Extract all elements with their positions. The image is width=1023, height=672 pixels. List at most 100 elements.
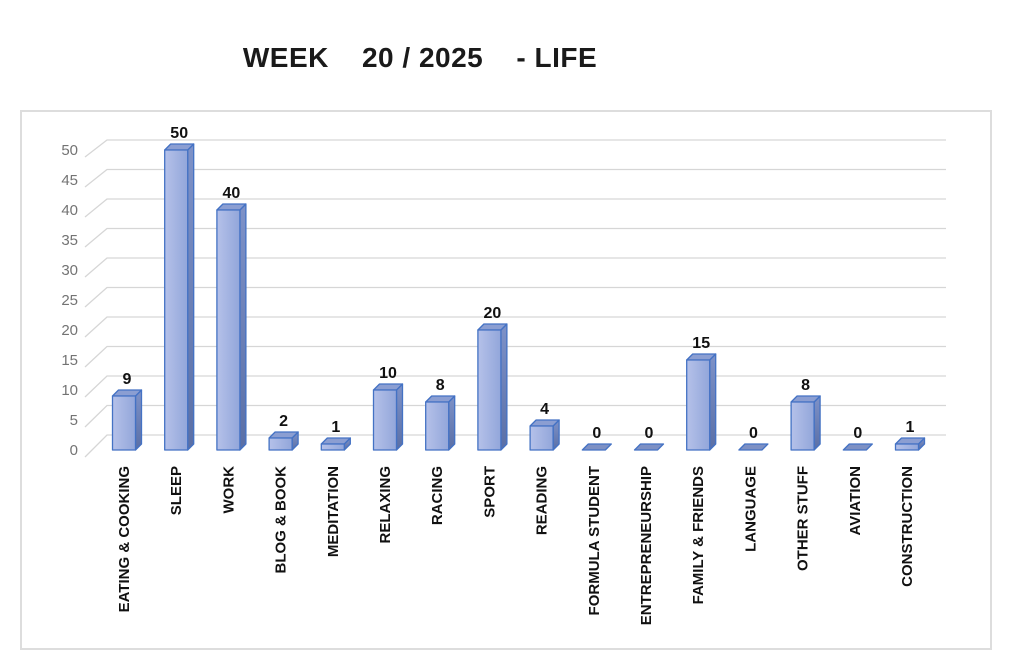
y-tick-label-5: 5 [70,412,78,429]
bar-top-face [477,323,508,331]
bar-front-face [894,443,920,451]
bar-top-face [529,419,560,427]
bar-top-face [790,395,821,403]
y-tick-label-20: 20 [61,322,78,339]
value-label-language: 0 [749,425,758,442]
x-category-label-racing: RACING [429,466,446,525]
x-category-label-other-stuff: OTHER STUFF [795,466,812,571]
bar-blog-book [268,431,299,451]
y-tick-label-0: 0 [70,442,78,459]
bar-side-face [239,203,247,451]
x-category-label-aviation: AVIATION [847,466,864,535]
value-label-sport: 20 [484,305,502,322]
bar-racing [425,395,456,451]
gridline-35 [84,227,946,248]
value-label-aviation: 0 [853,425,862,442]
bar-eating-cooking [111,389,143,451]
gridline-30 [84,257,946,278]
value-label-other-stuff: 8 [801,377,810,394]
bar-top-face [268,431,299,439]
gridline-45 [84,168,946,188]
value-label-relaxing: 10 [379,365,397,382]
x-category-label-sleep: SLEEP [168,466,185,515]
bar-zero-slab [581,443,612,451]
bar-top-face [425,395,456,403]
bar-family-friends [686,353,717,451]
x-category-label-formula-student: FORMULA STUDENT [586,466,603,615]
x-category-label-entrepreneurship: ENTREPRENEURSHIP [638,466,655,625]
y-tick-label-35: 35 [61,232,78,249]
value-label-blog-book: 2 [279,413,288,430]
x-category-label-sport: SPORT [481,466,498,518]
bar-front-face [425,401,450,451]
y-tick-label-10: 10 [61,382,78,399]
y-tick-label-45: 45 [61,172,78,189]
bar-top-face [372,383,404,391]
bar-zero-slab [842,443,873,451]
bar-relaxing [372,383,404,451]
gridline-15 [84,345,946,368]
x-category-label-meditation: MEDITATION [325,466,342,557]
chart-area: 0 5 10 15 20 25 30 35 40 45 50 9 EATING & COOKING 50 S… [20,110,992,650]
bar-front-face [372,389,398,451]
value-label-eating-cooking: 9 [123,371,132,388]
bar-front-face [320,443,345,451]
x-category-label-language: LANGUAGE [742,466,759,552]
bar-top-face [894,437,926,445]
bar-other-stuff [790,395,821,451]
bar-work [216,203,247,451]
chart-title: WEEK 20 / 2025 - LIFE [242,42,598,73]
value-label-reading: 4 [540,401,549,418]
bar-side-face [134,389,143,451]
bar-front-face [164,149,189,451]
x-category-label-construction: CONSTRUCTION [899,466,916,587]
bar-top-face [320,437,351,445]
value-label-entrepreneurship: 0 [645,425,654,442]
y-tick-label-40: 40 [61,202,78,219]
bar-reading [529,419,560,451]
y-tick-label-15: 15 [61,352,78,369]
gridline-40 [84,198,946,218]
x-category-label-eating-cooking: EATING & COOKING [116,466,133,612]
x-category-label-reading: READING [534,466,551,535]
value-label-meditation: 1 [331,419,340,436]
bar-entrepreneurship [633,443,665,451]
value-label-construction: 1 [906,419,915,436]
bar-front-face [529,425,554,451]
bar-top-face [686,353,717,361]
bar-front-face [216,209,241,451]
gridline-10 [84,375,946,398]
bar-zero-slab [738,443,769,451]
bar-side-face [500,323,508,451]
bar-sleep [164,143,195,451]
bar-front-face [477,329,502,451]
bar-side-face [448,395,456,451]
bar-front-face [111,395,137,451]
bar-top-face [216,203,247,211]
bar-side-face [813,395,821,451]
bar-front-face [790,401,815,451]
value-label-sleep: 50 [170,125,188,142]
value-label-work: 40 [223,185,241,202]
x-category-label-family-friends: FAMILY & FRIENDS [690,466,707,604]
bar-top-face [111,389,143,397]
gridline-20 [84,316,946,338]
y-tick-label-50: 50 [61,142,78,159]
bar-sport [477,323,508,451]
bar-aviation [842,443,873,451]
bar-front-face [686,359,711,451]
x-category-label-relaxing: RELAXING [377,466,394,544]
bar-front-face [268,437,293,451]
y-tick-label-30: 30 [61,262,78,279]
y-tick-label-25: 25 [61,292,78,309]
x-category-label-work: WORK [220,466,237,514]
value-label-racing: 8 [436,377,445,394]
bar-side-face [187,143,195,451]
x-category-label-blog-book: BLOG & BOOK [273,466,290,574]
gridline-50 [84,139,946,158]
bar-zero-slab [633,443,665,451]
bar-construction [894,437,926,451]
bar-top-face [164,143,195,151]
bar-meditation [320,437,351,451]
